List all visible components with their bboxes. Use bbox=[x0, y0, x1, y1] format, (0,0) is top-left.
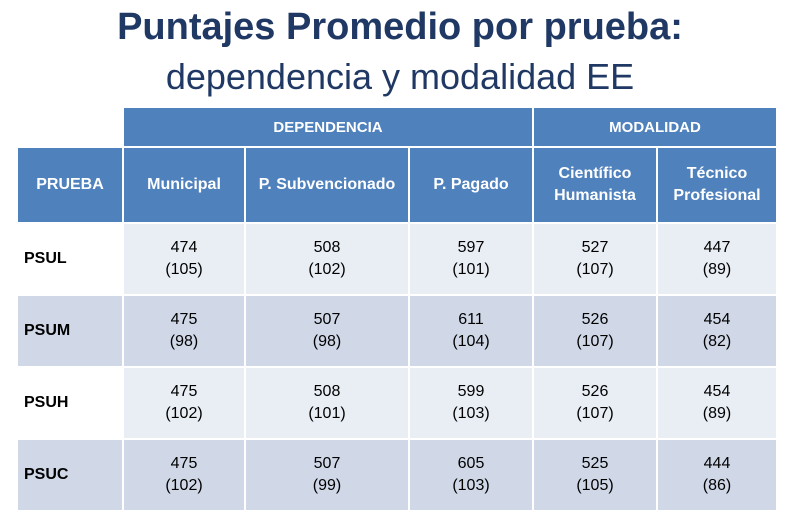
column-header-line: Profesional bbox=[673, 187, 761, 204]
cell-sd-value: (103) bbox=[452, 405, 490, 422]
table-cell: 454 (82) bbox=[656, 294, 778, 368]
column-header-line: Técnico bbox=[686, 165, 748, 182]
cell-mean-value: 507 bbox=[313, 455, 341, 472]
table-cell: 526 (107) bbox=[532, 294, 658, 368]
column-header-prueba: PRUEBA bbox=[16, 146, 124, 224]
group-header-modalidad: MODALIDAD bbox=[532, 106, 778, 148]
cell-sd-value: (98) bbox=[169, 333, 199, 350]
cell-mean-value: 444 bbox=[703, 455, 731, 472]
cell-sd-value: (82) bbox=[702, 333, 732, 350]
cell-mean-value: 599 bbox=[457, 383, 485, 400]
cell-mean-value: 508 bbox=[313, 383, 341, 400]
group-header-dependencia: DEPENDENCIA bbox=[122, 106, 534, 148]
table-cell: 526 (107) bbox=[532, 366, 658, 440]
cell-sd-value: (102) bbox=[165, 477, 203, 494]
cell-mean-value: 611 bbox=[458, 311, 484, 328]
table-cell: 447 (89) bbox=[656, 222, 778, 296]
column-header-row: PRUEBA Municipal P. Subvencionado P. Pag… bbox=[16, 146, 778, 224]
row-label: PSUC bbox=[16, 438, 124, 512]
cell-mean-value: 597 bbox=[457, 239, 485, 256]
row-label: PSUH bbox=[16, 366, 124, 440]
cell-mean-value: 475 bbox=[170, 311, 198, 328]
cell-mean-value: 454 bbox=[703, 383, 731, 400]
blank-corner-cell bbox=[16, 106, 124, 148]
cell-sd-value: (89) bbox=[702, 261, 732, 278]
table-cell: 454 (89) bbox=[656, 366, 778, 440]
cell-mean-value: 474 bbox=[170, 239, 198, 256]
cell-mean-value: 526 bbox=[581, 383, 609, 400]
column-header-pagado: P. Pagado bbox=[408, 146, 534, 224]
cell-mean-value: 447 bbox=[703, 239, 731, 256]
column-header-municipal: Municipal bbox=[122, 146, 246, 224]
table-cell: 527 (107) bbox=[532, 222, 658, 296]
cell-mean-value: 508 bbox=[313, 239, 341, 256]
cell-sd-value: (89) bbox=[702, 405, 732, 422]
cell-sd-value: (107) bbox=[576, 261, 614, 278]
table-body: PSUL 474 (105) 508 (102) 597 (101) 527 (107) 447 (… bbox=[16, 222, 778, 512]
cell-sd-value: (107) bbox=[576, 333, 614, 350]
table-cell: 508 (102) bbox=[244, 222, 410, 296]
cell-sd-value: (102) bbox=[308, 261, 346, 278]
cell-sd-value: (86) bbox=[702, 477, 732, 494]
table-cell: 605 (103) bbox=[408, 438, 534, 512]
cell-sd-value: (104) bbox=[452, 333, 490, 350]
scores-table: DEPENDENCIA MODALIDAD PRUEBA Municipal P… bbox=[16, 106, 778, 512]
table-cell: 444 (86) bbox=[656, 438, 778, 512]
table-cell: 611 (104) bbox=[408, 294, 534, 368]
cell-mean-value: 475 bbox=[170, 455, 198, 472]
group-header-row: DEPENDENCIA MODALIDAD bbox=[16, 106, 778, 148]
row-label: PSUL bbox=[16, 222, 124, 296]
page-title: Puntajes Promedio por prueba: bbox=[117, 6, 683, 48]
cell-sd-value: (101) bbox=[308, 405, 346, 422]
cell-mean-value: 525 bbox=[581, 455, 609, 472]
column-header-line: Científico bbox=[558, 165, 632, 182]
cell-mean-value: 605 bbox=[457, 455, 485, 472]
table-row: PSUC 475 (102) 507 (99) 605 (103) 525 (105) 444 (8… bbox=[16, 438, 778, 512]
table-cell: 525 (105) bbox=[532, 438, 658, 512]
cell-sd-value: (105) bbox=[576, 477, 614, 494]
cell-sd-value: (99) bbox=[312, 477, 342, 494]
table-row: PSUM 475 (98) 507 (98) 611 (104) 526 (107) 454 (82… bbox=[16, 294, 778, 368]
table-cell: 508 (101) bbox=[244, 366, 410, 440]
cell-mean-value: 527 bbox=[581, 239, 609, 256]
column-header-cientifico-humanista: Científico Humanista bbox=[532, 146, 658, 224]
cell-mean-value: 507 bbox=[313, 311, 341, 328]
column-header-line: Humanista bbox=[554, 187, 636, 204]
cell-mean-value: 475 bbox=[170, 383, 198, 400]
table-row: PSUH 475 (102) 508 (101) 599 (103) 526 (107) 454 (… bbox=[16, 366, 778, 440]
page-subtitle: dependencia y modalidad EE bbox=[165, 56, 635, 97]
cell-sd-value: (107) bbox=[576, 405, 614, 422]
table-row: PSUL 474 (105) 508 (102) 597 (101) 527 (107) 447 (… bbox=[16, 222, 778, 296]
table-cell: 599 (103) bbox=[408, 366, 534, 440]
table-cell: 475 (102) bbox=[122, 438, 246, 512]
column-header-subvencionado: P. Subvencionado bbox=[244, 146, 410, 224]
table-cell: 507 (99) bbox=[244, 438, 410, 512]
table-cell: 475 (102) bbox=[122, 366, 246, 440]
cell-mean-value: 526 bbox=[581, 311, 609, 328]
cell-sd-value: (105) bbox=[165, 261, 203, 278]
cell-sd-value: (103) bbox=[452, 477, 490, 494]
table-cell: 474 (105) bbox=[122, 222, 246, 296]
cell-mean-value: 454 bbox=[703, 311, 731, 328]
table-cell: 507 (98) bbox=[244, 294, 410, 368]
cell-sd-value: (101) bbox=[452, 261, 490, 278]
table-cell: 475 (98) bbox=[122, 294, 246, 368]
table-cell: 597 (101) bbox=[408, 222, 534, 296]
row-label: PSUM bbox=[16, 294, 124, 368]
cell-sd-value: (102) bbox=[165, 405, 203, 422]
column-header-tecnico-profesional: Técnico Profesional bbox=[656, 146, 778, 224]
cell-sd-value: (98) bbox=[312, 333, 342, 350]
